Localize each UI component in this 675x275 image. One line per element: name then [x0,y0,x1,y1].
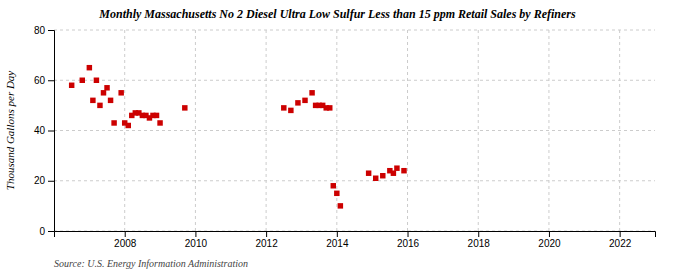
point [394,165,399,170]
plot: 2008 2010 2012 2014 2016 2018 2020 2022 0 20 40 60 8… [34,25,656,249]
tick-label: 2022 [609,238,632,249]
tick-label: 60 [34,75,46,86]
tick-mark [549,231,550,237]
grid-line-y [54,180,655,181]
grid-line-x [195,30,196,231]
point [69,83,74,88]
point [380,173,385,178]
tick-label: 80 [34,25,46,36]
point [327,105,332,110]
tick-mark [48,231,54,232]
tick-label: 2016 [397,238,420,249]
tick-mark [48,181,54,182]
tick: 2016 [397,231,420,249]
point [338,203,343,208]
point [373,175,378,180]
point [157,120,162,125]
tick: 2010 [185,231,208,249]
tick-mark [125,231,126,237]
tick-mark [48,30,54,31]
tick: 2020 [538,231,561,249]
point [111,120,116,125]
tick: 2008 [114,231,137,249]
point [87,65,92,70]
point [101,90,106,95]
tick-mark [620,231,621,237]
x-axis: 2008 2010 2012 2014 2016 2018 2020 2022 [55,231,656,249]
grid-line-x [407,30,408,231]
grid-line-y [54,130,655,131]
point [391,170,396,175]
point [90,98,95,103]
tick-mark [195,231,196,237]
axis-line [55,232,656,238]
point [309,90,314,95]
point [302,98,307,103]
point [401,168,406,173]
tick-mark [48,131,54,132]
tick-label: 2008 [114,238,137,249]
point [108,98,113,103]
tick: 2022 [609,231,632,249]
axis-line [48,31,55,232]
tick-label: 2018 [468,238,491,249]
tick-mark [337,231,338,237]
points [69,65,407,209]
tick: 0 [39,226,54,237]
source: Source: U.S. Energy Information Administ… [54,258,248,269]
point [331,183,336,188]
chart: Monthly Massachusetts No 2 Diesel Ultra … [0,0,675,275]
tick-mark [478,231,479,237]
grid-line-x [124,30,125,231]
tick-mark [48,80,54,81]
grid [54,30,655,231]
point [154,113,159,118]
grid-line-x [478,30,479,231]
tick: 2014 [326,231,349,249]
y-axis: 0 20 40 60 80 [34,25,55,237]
y-axis-label: Thousand Gallons per Day [4,71,16,191]
point [94,78,99,83]
tick-label: 20 [34,175,46,186]
tick-label: 2010 [185,238,208,249]
grid-line-y [54,30,655,31]
point [182,105,187,110]
tick-label: 2014 [326,238,349,249]
tick-mark [266,231,267,237]
tick: 80 [34,25,54,36]
point [104,85,109,90]
point [126,123,131,128]
point [288,108,293,113]
point [295,100,300,105]
point [366,170,371,175]
tick: 20 [34,175,54,186]
point [281,105,286,110]
tick-label: 2012 [255,238,278,249]
point [80,78,85,83]
tick: 2018 [468,231,491,249]
point [118,90,123,95]
title: Monthly Massachusetts No 2 Diesel Ultra … [98,7,576,21]
tick: 60 [34,75,54,86]
tick-label: 0 [39,226,45,237]
tick-label: 2020 [538,238,561,249]
point [334,191,339,196]
tick: 40 [34,125,54,136]
point [97,103,102,108]
tick-label: 40 [34,125,46,136]
tick-mark [408,231,409,237]
grid-line-y [54,80,655,81]
tick: 2012 [255,231,278,249]
